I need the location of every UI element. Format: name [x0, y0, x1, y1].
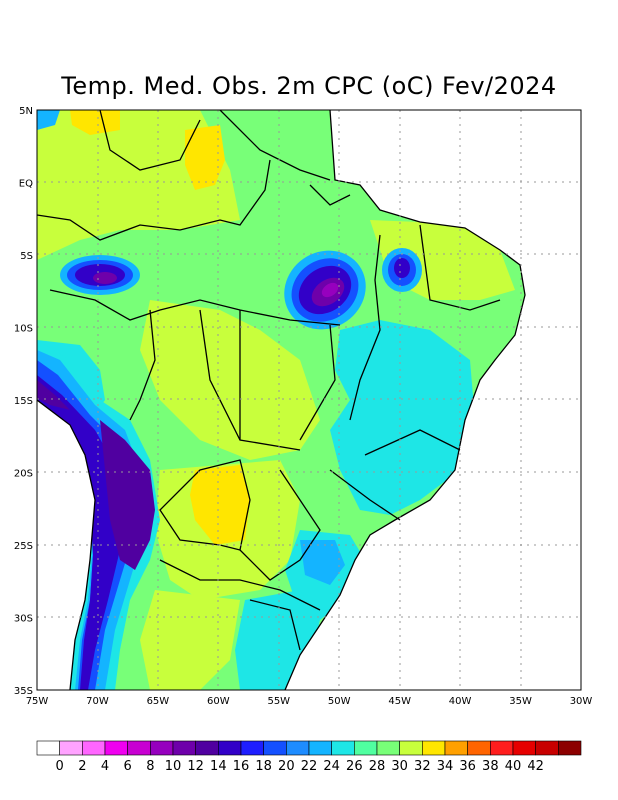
- colorbar-swatch: [308, 740, 332, 756]
- lat-tick-label: 5S: [20, 251, 33, 262]
- colorbar-swatch: [331, 740, 355, 756]
- colorbar-label: 20: [278, 759, 295, 774]
- colorbar-label: 22: [301, 759, 318, 774]
- colorbar-swatch: [535, 740, 559, 756]
- plot-frame: [36, 109, 582, 691]
- colorbar-label: 12: [187, 759, 204, 774]
- colorbar-swatch: [286, 740, 310, 756]
- lat-tick-label: 25S: [14, 541, 33, 552]
- map-title: Temp. Med. Obs. 2m CPC (oC) Fev/2024: [61, 72, 557, 100]
- colorbar-label: 34: [437, 759, 454, 774]
- latitude-axis: 5N EQ 5S 10S 15S 20S 25S 30S 35S: [14, 106, 33, 697]
- colorbar-swatch: [354, 740, 378, 756]
- colorbar-label: 2: [78, 759, 86, 774]
- lon-tick-label: 30W: [570, 696, 593, 707]
- colorbar-label: 10: [165, 759, 182, 774]
- lon-tick-label: 45W: [388, 696, 411, 707]
- colorbar-label: 40: [505, 759, 522, 774]
- colorbar-swatch: [195, 740, 219, 756]
- colorbar-swatch: [172, 740, 196, 756]
- colorbar-swatch: [444, 740, 468, 756]
- lat-tick-label: 30S: [14, 614, 33, 625]
- colorbar-swatch: [240, 740, 264, 756]
- lat-tick-label: 35S: [14, 686, 33, 697]
- lat-tick-label: EQ: [19, 179, 33, 190]
- lat-tick-label: 15S: [14, 396, 33, 407]
- colorbar-swatch: [263, 740, 287, 756]
- colorbar-swatch: [422, 740, 446, 756]
- colorbar-label: 36: [459, 759, 476, 774]
- colorbar: 0 2 4 6 8 10 12 14 16 18 20 22 24 26 28 30 32 34 36 38 40 42: [36, 740, 582, 774]
- colorbar-swatch: [376, 740, 400, 756]
- colorbar-label: 24: [323, 759, 340, 774]
- lon-tick-label: 75W: [26, 696, 49, 707]
- colorbar-label: 6: [124, 759, 132, 774]
- colorbar-swatch: [104, 740, 128, 756]
- colorbar-label: 32: [414, 759, 431, 774]
- colorbar-label: 28: [369, 759, 386, 774]
- lon-tick-label: 35W: [509, 696, 532, 707]
- colorbar-label: 16: [233, 759, 250, 774]
- colorbar-label: 14: [210, 759, 227, 774]
- lon-tick-label: 70W: [86, 696, 109, 707]
- longitude-axis: 75W 70W 65W 60W 55W 50W 45W 40W 35W 30W: [26, 696, 593, 707]
- lon-tick-label: 55W: [267, 696, 290, 707]
- lat-tick-label: 20S: [14, 469, 33, 480]
- colorbar-swatch: [59, 740, 83, 756]
- colorbar-swatch: [490, 740, 514, 756]
- colorbar-label: 30: [391, 759, 408, 774]
- lon-tick-label: 50W: [328, 696, 351, 707]
- colorbar-swatch: [467, 740, 491, 756]
- lon-tick-label: 40W: [449, 696, 472, 707]
- colorbar-swatch: [218, 740, 242, 756]
- temperature-field: [37, 110, 581, 690]
- colorbar-swatch: [36, 740, 60, 756]
- lon-tick-label: 65W: [147, 696, 170, 707]
- colorbar-swatch: [558, 740, 582, 756]
- colorbar-swatch: [512, 740, 536, 756]
- colorbar-swatch: [150, 740, 174, 756]
- colorbar-label: 8: [146, 759, 154, 774]
- lat-tick-label: 5N: [19, 106, 33, 117]
- colorbar-label: 0: [56, 759, 64, 774]
- colorbar-label: 4: [101, 759, 109, 774]
- colorbar-label: 42: [527, 759, 544, 774]
- colorbar-swatch: [127, 740, 151, 756]
- colorbar-swatch: [399, 740, 423, 756]
- lat-tick-label: 10S: [14, 324, 33, 335]
- colorbar-swatch: [82, 740, 106, 756]
- gridlines: [37, 110, 581, 690]
- colorbar-label: 26: [346, 759, 363, 774]
- colorbar-label: 38: [482, 759, 499, 774]
- lon-tick-label: 60W: [207, 696, 230, 707]
- colorbar-label: 18: [255, 759, 272, 774]
